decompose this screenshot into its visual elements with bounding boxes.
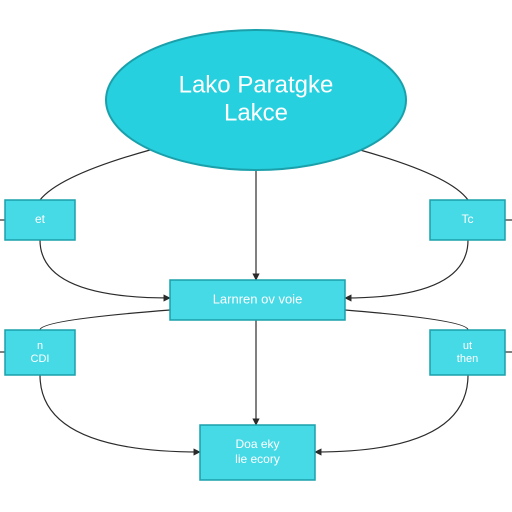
flowchart-canvas: Lako ParatgkeLakce et Tc Larnren ov voie nCD… [0,0,512,512]
edge-top-to-left1 [40,150,150,200]
node-right1: Tc [430,200,505,240]
node-bottom-label-1: lie ecory [235,452,280,466]
edge-right2-to-bottom [315,375,468,452]
node-right2-label-1: then [457,353,478,365]
node-top: Lako ParatgkeLakce [106,30,406,170]
edge-mid-to-left2 [40,310,170,330]
node-left2-label-1: CDI [31,353,50,365]
edge-right1-to-mid [345,240,468,298]
nodes-layer: Lako ParatgkeLakce et Tc Larnren ov voie nCD… [5,30,505,480]
node-right2: utthen [430,330,505,375]
node-mid-label-0: Larnren ov voie [213,291,303,306]
node-bottom: Doa ekylie ecory [200,425,315,480]
edge-left2-to-bottom [40,375,200,452]
node-bottom-label-0: Doa eky [235,437,279,451]
edge-left1-to-mid [40,240,170,298]
node-top-label-1: Lakce [224,99,288,126]
edge-mid-to-right2 [345,310,468,330]
node-top-label-0: Lako Paratgke [179,71,334,98]
node-right2-label-0: ut [463,340,472,352]
node-left1-label-0: et [35,212,46,226]
edge-top-to-right1 [360,150,468,200]
node-left2-label-0: n [37,340,43,352]
node-right1-label-0: Tc [462,212,474,226]
node-left1: et [5,200,75,240]
node-mid: Larnren ov voie [170,280,345,320]
node-left2: nCDI [5,330,75,375]
